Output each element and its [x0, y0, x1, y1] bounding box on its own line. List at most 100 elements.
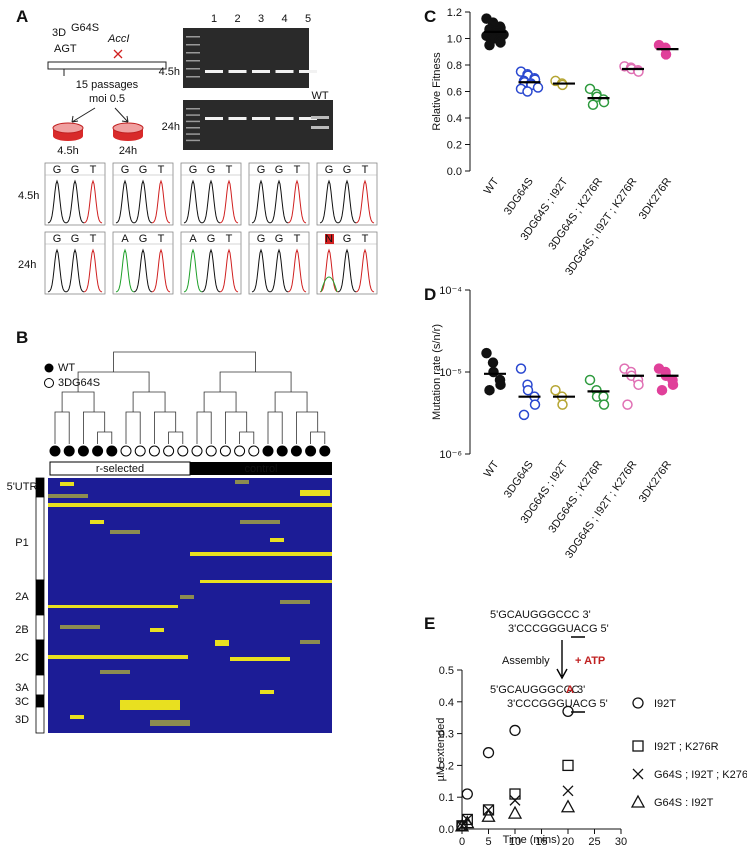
- leaf: [290, 445, 302, 457]
- base-call: G: [257, 233, 266, 245]
- flask: [112, 122, 144, 134]
- point: [495, 379, 506, 390]
- dendrogram: [219, 371, 292, 392]
- trace-peak: [219, 179, 239, 224]
- segment-label: 2C: [15, 652, 29, 664]
- dendrogram: [196, 411, 212, 444]
- label: AccI: [107, 33, 129, 45]
- trace-peak: [319, 248, 339, 293]
- gel-band: [311, 116, 329, 119]
- base-call: G: [207, 164, 216, 176]
- label: 2: [234, 13, 240, 25]
- genome-segment: [35, 614, 45, 641]
- base-box: [325, 234, 334, 244]
- panel-label: D: [424, 285, 436, 304]
- leaf: [148, 445, 160, 457]
- leaf: [248, 445, 260, 457]
- gel-band: [205, 117, 223, 120]
- point: [484, 384, 495, 396]
- y-tick-label: 0.8: [447, 60, 462, 72]
- leaf: [106, 445, 118, 457]
- leaf: [219, 445, 231, 457]
- label: A: [566, 684, 574, 696]
- leaf: [134, 445, 146, 457]
- base-call: T: [362, 233, 369, 245]
- ladder-band: [186, 52, 200, 54]
- y-tick-label: 0.6: [447, 87, 462, 99]
- trace-peak: [287, 179, 307, 224]
- label: 24h: [119, 145, 137, 157]
- point: [515, 363, 527, 374]
- label: 3'CCCGGGUACG 5': [507, 698, 608, 710]
- legend-marker: [632, 740, 644, 752]
- trace-peak: [219, 248, 239, 293]
- y-tick-label: 0.2: [439, 760, 454, 772]
- ladder-band: [186, 76, 200, 78]
- point: [587, 99, 599, 110]
- point: [481, 347, 492, 359]
- x-tick-label: 0: [459, 836, 465, 845]
- dendrogram: [203, 391, 237, 412]
- leaf: [319, 445, 331, 457]
- dendrogram: [125, 411, 141, 444]
- base-call: T: [90, 233, 97, 245]
- point: [522, 86, 533, 97]
- heatmap: [48, 478, 332, 733]
- base-call: G: [275, 233, 284, 245]
- panel-label: A: [16, 7, 28, 26]
- point: [495, 37, 506, 48]
- base-call: G: [275, 164, 284, 176]
- point: [481, 808, 496, 822]
- gel-band: [228, 70, 247, 73]
- legend-label: G64S ; I92T ; K276R: [654, 769, 747, 781]
- legend-label: G64S : I92T: [654, 797, 714, 809]
- point: [460, 815, 475, 829]
- segment-label: P1: [15, 537, 28, 549]
- legend-label: 3D: [58, 377, 72, 389]
- point: [532, 82, 544, 93]
- leaf: [163, 445, 175, 457]
- dendrogram: [54, 411, 70, 444]
- label: WT: [311, 90, 328, 102]
- y-tick-label: 10⁻⁶: [439, 449, 462, 461]
- label: G64S: [71, 22, 99, 34]
- trace-peak: [337, 179, 357, 224]
- x-tick-label: WT: [482, 176, 502, 197]
- trace-peak: [251, 179, 271, 224]
- y-tick-label: 10⁻⁵: [439, 367, 462, 379]
- y-tick-label: 0.1: [439, 792, 454, 804]
- ladder-band: [186, 127, 200, 129]
- ladder-band: [186, 139, 200, 142]
- legend-label: WT: [58, 362, 75, 374]
- point: [562, 785, 574, 797]
- point: [557, 79, 568, 91]
- base-call: N: [325, 233, 333, 245]
- gel-band: [252, 70, 270, 73]
- dendrogram: [83, 411, 106, 444]
- point: [562, 705, 574, 717]
- x-tick-label: 20: [562, 836, 574, 845]
- trace-peak: [251, 248, 271, 293]
- trace-peak: [133, 179, 153, 224]
- point: [507, 805, 523, 819]
- trace-peak: [287, 248, 307, 293]
- base-call: A: [189, 233, 197, 245]
- label: 5'GCAUGGGCCC 3': [490, 609, 591, 621]
- flask: [52, 122, 84, 134]
- segment-label: 2A: [15, 591, 29, 603]
- legend-marker: [632, 768, 644, 780]
- base-call: G: [71, 164, 80, 176]
- arrows: [71, 107, 129, 123]
- point: [509, 788, 521, 800]
- y-tick-label: 0.0: [439, 824, 454, 836]
- gel-band: [252, 117, 270, 120]
- point: [522, 384, 534, 396]
- base-call: A: [121, 233, 129, 245]
- base-call: T: [158, 233, 165, 245]
- dendrogram: [310, 431, 326, 444]
- segment-label: 3C: [15, 696, 29, 708]
- panel-label: B: [16, 328, 28, 347]
- dendrogram: [168, 431, 184, 444]
- x-tick-label: WT: [482, 459, 502, 480]
- label: 3D: [52, 27, 66, 39]
